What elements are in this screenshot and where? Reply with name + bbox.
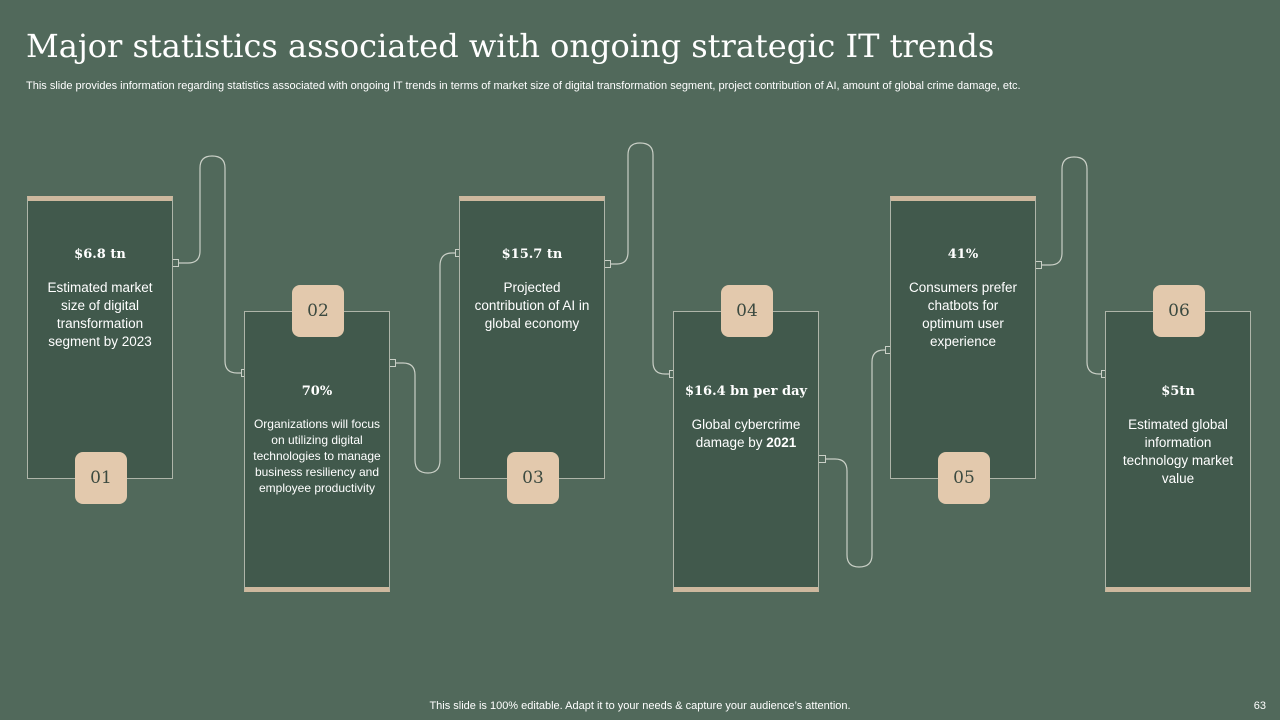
stat-card-3: $15.7 tn Projected contribution of AI in… (459, 196, 605, 479)
stat-card-1: $6.8 tn Estimated market size of digital… (27, 196, 173, 479)
stat-card-5: 41% Consumers prefer chatbots for optimu… (890, 196, 1036, 479)
stat-card-2: 70% Organizations will focus on utilizin… (244, 311, 390, 592)
stat-card-4: $16.4 bn per day Global cybercrime damag… (673, 311, 819, 592)
slide-footer: This slide is 100% editable. Adapt it to… (429, 700, 851, 712)
stat-card-6: $5tn Estimated global information techno… (1105, 311, 1251, 592)
step-badge-3: 03 (507, 452, 559, 504)
stat-description: Organizations will focus on utilizing di… (253, 417, 381, 495)
stat-value: 41% (947, 247, 979, 262)
stat-description-year: 2021 (766, 435, 797, 450)
stat-value: $5tn (1161, 384, 1195, 399)
step-badge-5: 05 (938, 452, 990, 504)
stat-description: Projected contribution of AI in global e… (474, 280, 590, 331)
step-badge-1: 01 (75, 452, 127, 504)
step-badge-6: 06 (1153, 285, 1205, 337)
slide-title: Major statistics associated with ongoing… (26, 27, 995, 65)
stat-description: Estimated global information technology … (1122, 417, 1234, 486)
connector-4-5 (822, 349, 890, 568)
step-badge-2: 02 (292, 285, 344, 337)
connector-node (818, 455, 826, 463)
stat-description-text: Global cybercrime damage by (691, 417, 801, 450)
page-number: 63 (1253, 700, 1266, 712)
step-badge-4: 04 (721, 285, 773, 337)
stat-description: Estimated market size of digital transfo… (47, 280, 153, 349)
connector-3-4 (607, 142, 673, 375)
connector-1-2 (175, 155, 245, 374)
stat-value: 70% (301, 384, 333, 399)
stat-value: $6.8 tn (74, 247, 126, 262)
stat-value: $16.4 bn per day (684, 384, 808, 399)
stat-value: $15.7 tn (501, 247, 563, 262)
connector-2-3 (392, 252, 459, 474)
stat-description: Global cybercrime damage by 2021 (684, 416, 808, 452)
connector-5-6 (1038, 156, 1105, 375)
slide-subtitle: This slide provides information regardin… (26, 80, 1021, 92)
stat-description: Consumers prefer chatbots for optimum us… (908, 280, 1018, 349)
